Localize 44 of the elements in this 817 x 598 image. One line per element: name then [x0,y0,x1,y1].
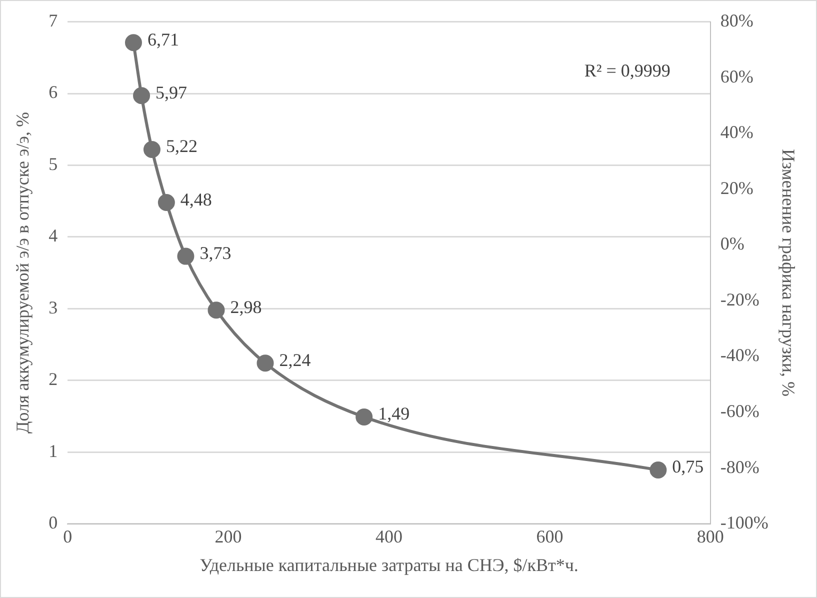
annotation: R² = 0,9999 [584,60,670,81]
y2-tick-label: 0% [720,234,744,254]
y2-axis-title: Изменение графика нагрузки, % [778,149,798,397]
y2-tick-label: 60% [720,66,754,86]
y2-tick-label: -20% [720,289,760,310]
point [650,462,667,479]
y-tick-label: 7 [48,10,58,31]
y2-tick-label: 80% [720,10,754,31]
point [133,87,150,104]
y2-tick-label: 20% [720,178,754,198]
point [158,194,175,212]
data-label: 0,75 [672,456,704,477]
data-label: 5,22 [166,136,198,156]
y-tick-label: 2 [48,369,58,390]
x-tick-label: 400 [376,526,403,546]
y-tick-label: 4 [48,226,58,246]
y2-tick-label: 40% [720,122,754,142]
data-label: 5,97 [156,82,188,102]
data-label: 2,24 [279,350,311,370]
data-label: 3,73 [200,243,232,264]
y2-tick-label: -60% [720,400,760,421]
data-label: 1,49 [378,404,410,424]
y2-tick-label: -40% [720,345,760,366]
point [208,302,225,319]
y-tick-label: 0 [48,512,58,533]
x-tick-label: 800 [696,526,724,546]
y-tick-label: 1 [48,440,58,461]
y-tick-label: 3 [48,297,58,318]
point [124,34,142,52]
point [256,354,274,372]
y-tick-label: 6 [48,82,58,102]
x-tick-label: 0 [63,526,72,546]
x-tick-label: 600 [536,526,564,546]
point [356,408,373,426]
y-tick-label: 5 [48,154,58,174]
y2-tick-label: -80% [720,456,760,477]
x-axis-title: Удельные капитальные затраты на СНЭ, $/кВт*ч. [200,554,578,575]
point [143,140,160,158]
data-label: 6,71 [147,29,179,50]
data-label: 2,98 [230,296,262,317]
point [177,248,194,265]
y-axis-title: Доля аккумулируемой э/э в отпуске э/э, % [12,112,33,434]
x-tick-label: 200 [214,526,242,546]
data-label: 4,48 [180,189,212,210]
